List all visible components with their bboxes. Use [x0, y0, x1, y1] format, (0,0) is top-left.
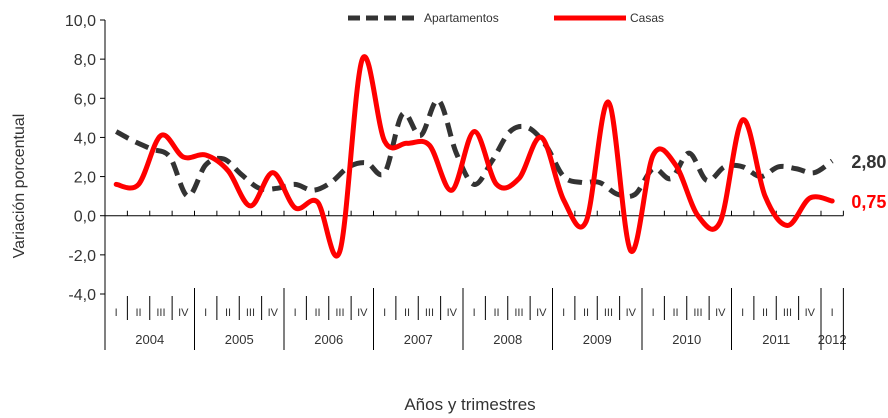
year-label: 2008 [493, 332, 522, 347]
quarter-label: I [562, 307, 565, 319]
y-tick-label: 2,0 [74, 170, 96, 187]
quarter-label: I [741, 307, 744, 319]
year-label: 2007 [404, 332, 433, 347]
legend: Apartamentos Casas [348, 11, 664, 25]
quarter-label: II [762, 307, 768, 319]
year-label: 2004 [135, 332, 164, 347]
quarter-label: I [294, 307, 297, 319]
series-group [113, 54, 835, 259]
quarter-label: IV [447, 307, 458, 319]
quarter-label: II [404, 307, 410, 319]
quarter-label: II [673, 307, 679, 319]
x-axis-title: Años y trimestres [404, 395, 535, 414]
year-label: 2012 [818, 332, 847, 347]
quarter-label: I [473, 307, 476, 319]
quarter-label: I [383, 307, 386, 319]
quarter-label: IV [536, 307, 547, 319]
quarter-label: I [115, 307, 118, 319]
quarter-label: III [246, 307, 255, 319]
end-label-apartamentos: 2,80 [851, 152, 886, 172]
quarter-label: II [225, 307, 231, 319]
end-label-casas: 0,75 [851, 192, 886, 212]
quarter-label: III [335, 307, 344, 319]
quarter-label: IV [268, 307, 279, 319]
quarter-label: III [783, 307, 792, 319]
y-tick-label: -2,0 [68, 248, 96, 265]
quarter-label: III [693, 307, 702, 319]
quarter-label: II [583, 307, 589, 319]
year-label: 2005 [225, 332, 254, 347]
quarter-label: III [425, 307, 434, 319]
quarter-label: IV [626, 307, 637, 319]
quarter-label: I [831, 307, 834, 319]
quarter-label: III [604, 307, 613, 319]
quarter-label: II [315, 307, 321, 319]
y-tick-label: 8,0 [74, 52, 96, 69]
quarter-label: IV [805, 307, 816, 319]
year-label: 2006 [314, 332, 343, 347]
year-label: 2011 [762, 332, 790, 347]
quarter-label: I [204, 307, 207, 319]
quarter-label: I [652, 307, 655, 319]
y-tick-label: 0,0 [74, 209, 96, 226]
y-tick-label: 10,0 [65, 13, 96, 30]
quarter-label: III [156, 307, 165, 319]
end-labels: 2,80 0,75 [851, 152, 886, 212]
legend-label-apartamentos: Apartamentos [424, 11, 499, 25]
quarter-label: IV [715, 307, 726, 319]
quarter-label: IV [357, 307, 368, 319]
y-tick-label: 4,0 [74, 130, 96, 147]
year-label: 2010 [672, 332, 701, 347]
quarter-label: IV [178, 307, 189, 319]
quarter-label: III [514, 307, 523, 319]
year-label: 2009 [583, 332, 612, 347]
legend-label-casas: Casas [630, 11, 664, 25]
y-axis-title: Variación porcentual [11, 114, 28, 259]
series-line-apartamentos [114, 97, 834, 200]
quarter-label: II [494, 307, 500, 319]
series-line-casas [113, 54, 835, 259]
y-tick-label: 6,0 [74, 91, 96, 108]
quarter-label: II [136, 307, 142, 319]
y-tick-label: -4,0 [68, 287, 96, 304]
y-axis: 10,0 8,0 6,0 4,0 2,0 0,0 -2,0 -4,0 [65, 13, 106, 304]
